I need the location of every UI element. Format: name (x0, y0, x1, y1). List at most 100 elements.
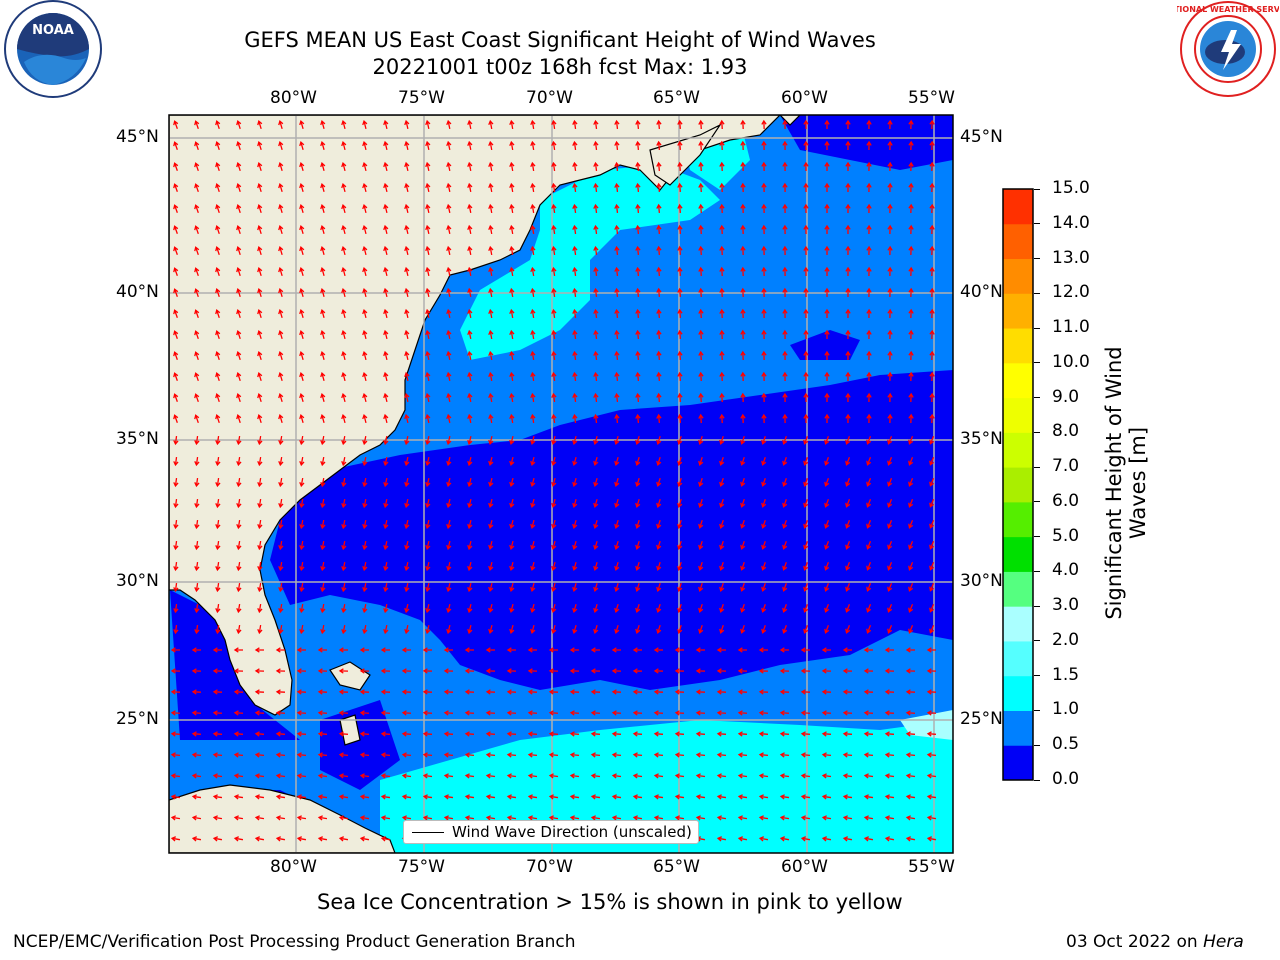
wind-wave-arrow (593, 287, 599, 298)
wind-wave-arrow (842, 710, 853, 716)
wind-wave-arrow (380, 710, 391, 716)
wind-wave-arrow (929, 287, 935, 298)
wind-wave-arrow (905, 647, 916, 653)
wind-wave-arrow (488, 413, 494, 424)
wind-wave-arrow (614, 140, 620, 151)
wind-wave-arrow (341, 371, 347, 382)
wind-wave-arrow (425, 203, 431, 214)
wind-wave-arrow (191, 647, 202, 653)
wind-wave-arrow (593, 413, 599, 424)
wind-wave-arrow (509, 392, 515, 403)
wind-wave-arrow (194, 204, 200, 213)
wind-wave-arrow (761, 562, 767, 571)
wind-wave-arrow (236, 183, 242, 193)
colorbar-tick-label: 13.0 (1052, 247, 1090, 268)
wind-wave-arrow (446, 287, 452, 298)
wind-wave-arrow (845, 604, 851, 613)
wind-wave-arrow (782, 625, 788, 634)
wind-wave-arrow (362, 435, 368, 446)
wind-wave-arrow (698, 603, 704, 613)
wind-wave-arrow (341, 498, 347, 509)
wind-wave-arrow (170, 752, 181, 758)
wind-wave-arrow (509, 603, 515, 614)
wind-wave-arrow (254, 773, 265, 779)
wind-wave-arrow (551, 561, 557, 572)
wind-wave-arrow (257, 330, 263, 340)
wind-wave-arrow (278, 477, 284, 488)
wind-wave-arrow (698, 392, 704, 403)
wind-wave-arrow (737, 836, 748, 842)
wind-wave-arrow (782, 287, 788, 298)
wind-wave-arrow (656, 435, 662, 445)
wind-wave-arrow (488, 540, 494, 551)
wind-wave-arrow (194, 498, 200, 509)
wind-wave-arrow (548, 668, 559, 674)
wind-wave-arrow (173, 267, 179, 276)
wind-wave-arrow (278, 309, 284, 319)
wind-wave-arrow (236, 246, 242, 256)
wind-wave-arrow (362, 477, 368, 488)
wind-wave-arrow (800, 731, 811, 737)
wind-wave-arrow (383, 519, 389, 530)
wind-wave-arrow (425, 582, 431, 593)
wind-wave-arrow (446, 119, 452, 130)
wind-wave-arrow (257, 309, 263, 319)
wind-wave-arrow (488, 182, 494, 193)
wind-wave-arrow (359, 815, 370, 821)
wind-wave-arrow (404, 392, 410, 403)
wind-wave-arrow (719, 308, 725, 319)
wind-wave-arrow (194, 141, 200, 150)
wind-wave-arrow (674, 710, 685, 716)
wind-wave-arrow (236, 435, 242, 446)
wind-wave-arrow (215, 624, 221, 635)
wind-wave-arrow (299, 371, 305, 382)
wind-wave-arrow (320, 329, 326, 340)
wind-wave-arrow (320, 582, 326, 593)
wind-wave-arrow (824, 457, 830, 466)
wind-wave-arrow (551, 435, 557, 446)
wind-wave-arrow (383, 456, 389, 467)
wind-wave-arrow (737, 752, 748, 758)
wind-wave-arrow (299, 182, 305, 193)
wind-wave-arrow (782, 308, 788, 319)
wind-wave-arrow (863, 773, 874, 779)
wind-wave-arrow (842, 752, 853, 758)
wind-wave-arrow (653, 815, 664, 821)
wind-wave-arrow (845, 266, 851, 277)
wind-wave-arrow (614, 245, 620, 256)
wind-wave-arrow (299, 329, 305, 340)
wind-wave-arrow (362, 392, 368, 403)
wind-wave-arrow (782, 224, 788, 235)
wind-wave-arrow (338, 836, 349, 842)
wind-wave-arrow (908, 457, 914, 466)
wind-wave-arrow (509, 519, 515, 530)
wind-wave-arrow (761, 308, 767, 319)
wind-wave-arrow (464, 710, 475, 716)
wind-wave-arrow (380, 668, 391, 674)
wind-wave-arrow (887, 371, 893, 382)
wind-wave-arrow (635, 519, 641, 529)
wind-wave-arrow (866, 413, 872, 424)
wind-wave-arrow (530, 435, 536, 446)
wind-wave-arrow (551, 308, 557, 319)
wind-wave-arrow (338, 794, 349, 800)
wind-wave-arrow (404, 308, 410, 319)
wind-wave-arrow (824, 119, 830, 130)
wind-wave-arrow (614, 308, 620, 319)
wind-wave-arrow (362, 245, 368, 256)
wind-wave-arrow (425, 540, 431, 551)
wind-wave-arrow (551, 392, 557, 403)
wind-wave-arrow (716, 689, 727, 695)
wind-wave-arrow (236, 414, 242, 424)
wind-wave-arrow (425, 456, 431, 467)
colorbar-tick-mark (1034, 570, 1040, 572)
wind-wave-arrow (656, 603, 662, 613)
wind-wave-arrow (908, 436, 914, 445)
wind-wave-arrow (737, 731, 748, 737)
wind-wave-arrow (803, 478, 809, 487)
colorbar-segment (1003, 571, 1033, 607)
wind-wave-arrow (761, 119, 767, 130)
wind-wave-arrow (341, 119, 347, 130)
wind-wave-arrow (362, 603, 368, 614)
wind-wave-arrow (803, 140, 809, 151)
